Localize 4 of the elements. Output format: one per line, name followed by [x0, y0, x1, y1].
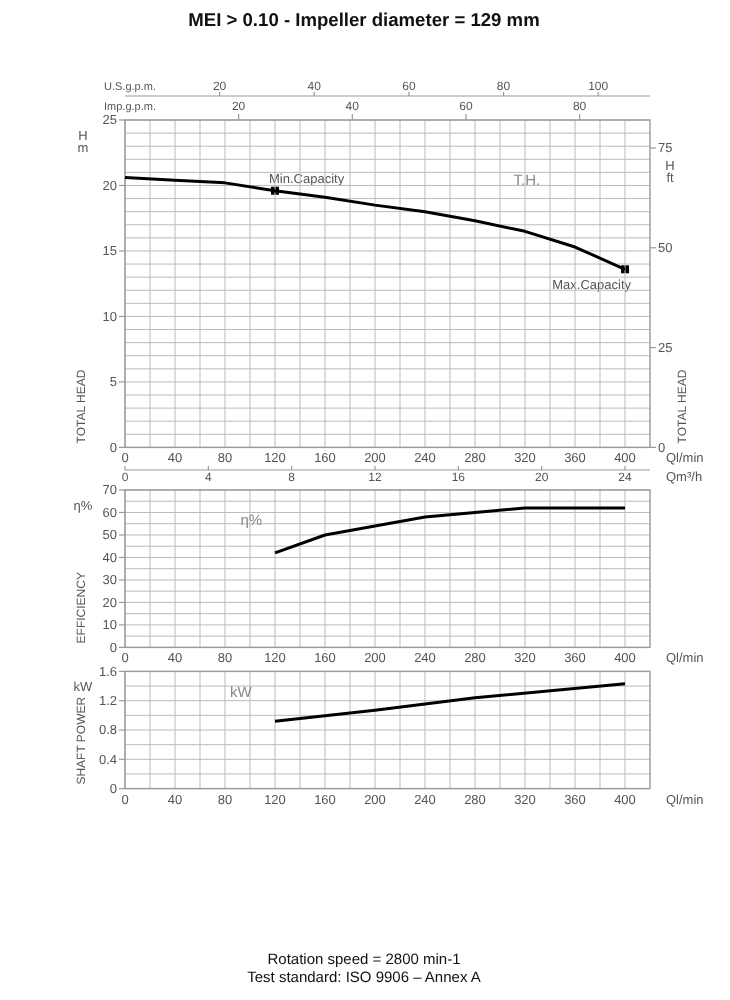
line-series — [273, 682, 627, 723]
line-series — [273, 506, 627, 555]
chart-title: MEI > 0.10 - Impeller diameter = 129 mm — [188, 10, 540, 30]
line-series — [123, 176, 627, 271]
